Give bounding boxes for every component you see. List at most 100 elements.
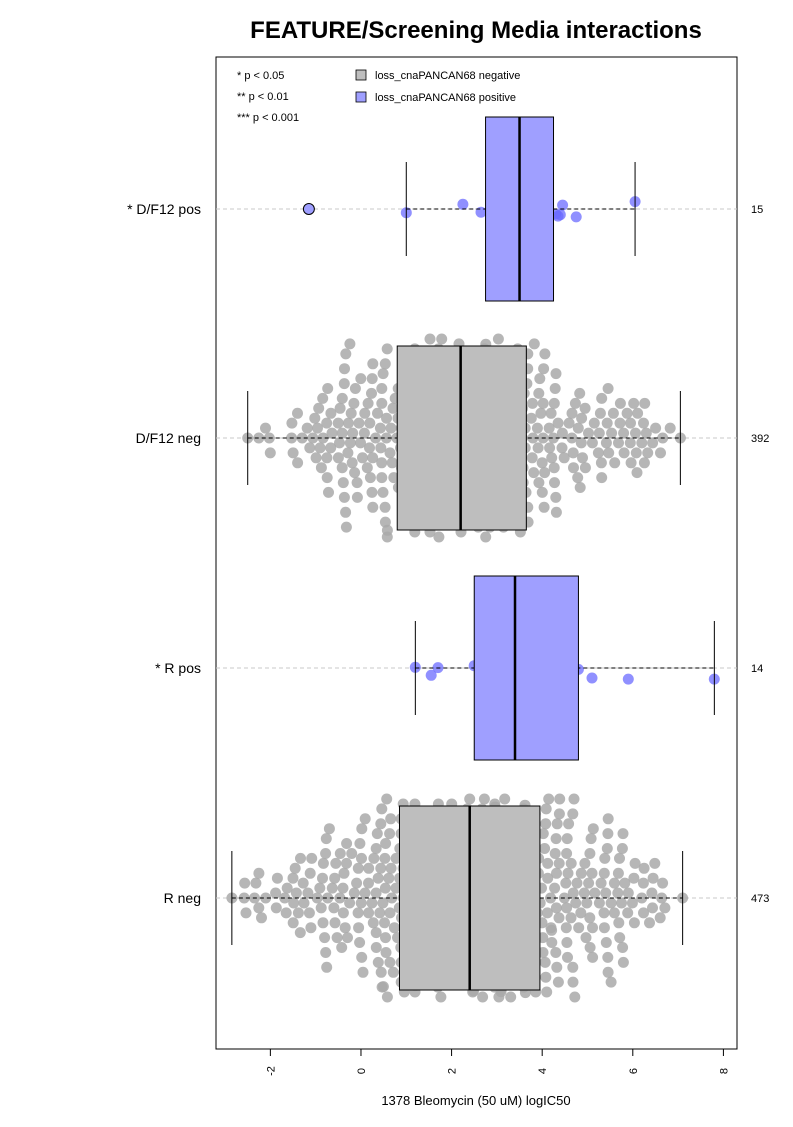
data-point: [636, 437, 648, 449]
data-point: [379, 917, 390, 929]
x-tick-label: 8: [718, 1068, 730, 1074]
data-point: [558, 452, 570, 464]
data-point: [304, 867, 316, 879]
data-point: [579, 857, 591, 869]
data-point: [363, 907, 375, 919]
data-point: [626, 897, 638, 909]
data-point: [323, 486, 334, 498]
row-label: * R pos: [155, 660, 201, 676]
data-point: [370, 942, 382, 953]
data-point: [320, 947, 332, 958]
data-point: [338, 378, 350, 390]
data-point: [383, 872, 395, 884]
data-point: [542, 857, 554, 869]
data-point: [296, 432, 308, 444]
data-point: [548, 397, 560, 409]
data-point: [592, 447, 604, 459]
data-point: [593, 427, 605, 439]
data-point: [563, 818, 575, 830]
data-point: [340, 521, 352, 533]
row-label: * D/F12 pos: [127, 201, 201, 217]
data-point: [371, 828, 383, 840]
data-point: [649, 857, 661, 869]
data-point: [567, 887, 579, 899]
data-point: [608, 907, 620, 919]
data-point: [353, 922, 365, 934]
x-tick-label: -2: [265, 1066, 277, 1076]
data-point: [314, 882, 326, 894]
data-point: [314, 442, 326, 454]
data-point: [292, 457, 304, 469]
data-point: [628, 872, 640, 884]
legend-label: loss_cnaPANCAN68 positive: [375, 92, 516, 104]
data-point: [387, 402, 399, 414]
data-point: [584, 848, 596, 859]
data-point: [376, 397, 388, 409]
data-point: [630, 427, 641, 439]
data-point: [386, 892, 398, 904]
data-point: [613, 917, 625, 929]
data-point: [363, 877, 374, 889]
data-point: [295, 852, 306, 864]
data-point: [366, 387, 377, 399]
data-point: [595, 877, 607, 889]
significance-legend-item: * p < 0.05: [237, 70, 284, 82]
data-point: [644, 917, 655, 929]
data-point: [625, 457, 637, 469]
data-point: [359, 813, 371, 825]
data-point: [433, 531, 445, 543]
data-point: [600, 437, 612, 449]
row-count: 15: [751, 204, 763, 216]
data-point: [390, 882, 402, 894]
data-point: [344, 437, 356, 449]
data-point: [601, 843, 613, 854]
data-point: [337, 882, 349, 894]
data-point: [256, 912, 267, 924]
data-point: [381, 524, 393, 536]
row-count: 14: [751, 663, 763, 675]
data-point: [321, 417, 333, 429]
data-point: [600, 937, 612, 948]
data-point: [581, 897, 593, 909]
data-point: [550, 491, 562, 503]
data-point: [374, 422, 386, 434]
data-point: [334, 437, 345, 449]
data-point: [351, 491, 363, 503]
data-point: [321, 961, 333, 973]
data-point: [568, 793, 580, 805]
data-point: [370, 887, 382, 899]
data-point: [338, 491, 350, 503]
data-point: [286, 417, 298, 429]
chart-title: FEATURE/Screening Media interactions: [250, 17, 702, 44]
data-point: [596, 472, 608, 484]
data-point: [375, 818, 387, 830]
data-point: [550, 368, 562, 380]
data-point: [372, 407, 383, 419]
data-point: [545, 407, 557, 419]
data-point: [380, 932, 391, 944]
data-point: [539, 467, 551, 479]
data-point: [292, 907, 304, 919]
data-point: [347, 427, 359, 439]
data-point: [348, 887, 360, 899]
data-point: [240, 907, 252, 919]
data-point: [541, 986, 553, 998]
data-point: [646, 887, 658, 899]
data-point: [551, 867, 562, 879]
data-point: [618, 447, 630, 459]
data-point: [552, 417, 564, 429]
data-point: [576, 412, 588, 424]
data-point: [305, 922, 317, 934]
data-point: [549, 477, 560, 489]
data-point: [359, 407, 371, 419]
data-point: [317, 857, 329, 869]
data-point: [354, 937, 366, 948]
data-point: [271, 872, 283, 884]
data-point: [647, 902, 658, 914]
data-point: [353, 417, 365, 429]
data-point: [596, 392, 608, 404]
data-point: [548, 462, 560, 474]
data-point: [609, 457, 621, 469]
legend-swatch: [355, 69, 367, 81]
